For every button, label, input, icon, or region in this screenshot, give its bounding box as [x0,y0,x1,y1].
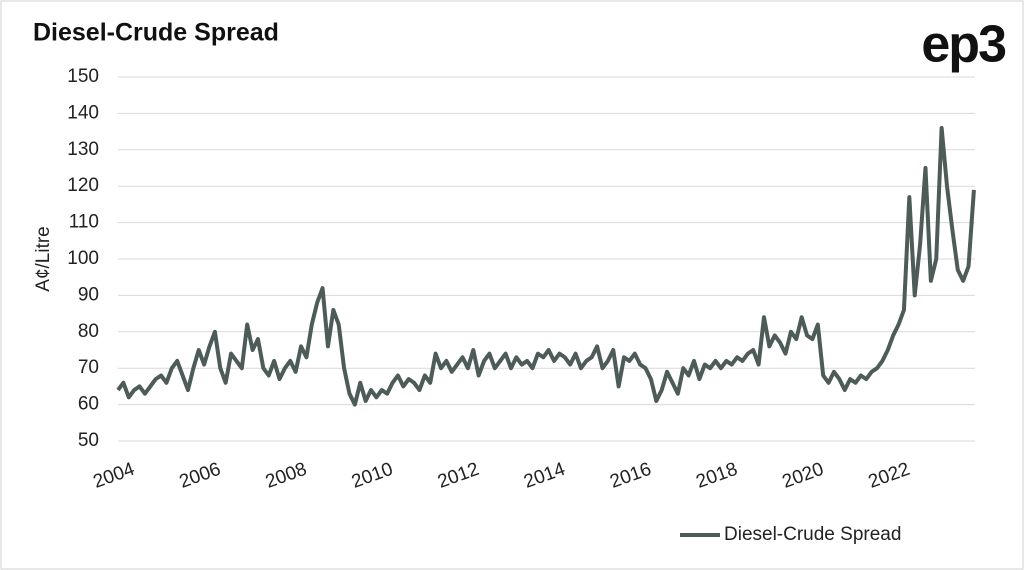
y-tick-label: 150 [67,66,99,87]
y-tick-label: 140 [67,102,99,123]
y-axis-label: A¢/Litre [33,226,54,291]
y-tick-label: 90 [78,284,99,305]
y-tick-label: 70 [78,357,99,378]
y-tick-label: 120 [67,175,99,196]
series-line [116,125,976,407]
y-tick-label: 80 [78,321,99,342]
chart-title: Diesel-Crude Spread [33,19,279,47]
y-tick-label: 130 [67,139,99,160]
legend-label: Diesel-Crude Spread [724,524,901,545]
logo: ep3 [921,16,1006,74]
y-tick-label: 60 [78,394,99,415]
y-tick-label: 50 [78,430,99,451]
y-tick-label: 100 [67,248,99,269]
y-tick-label: 110 [69,212,99,233]
